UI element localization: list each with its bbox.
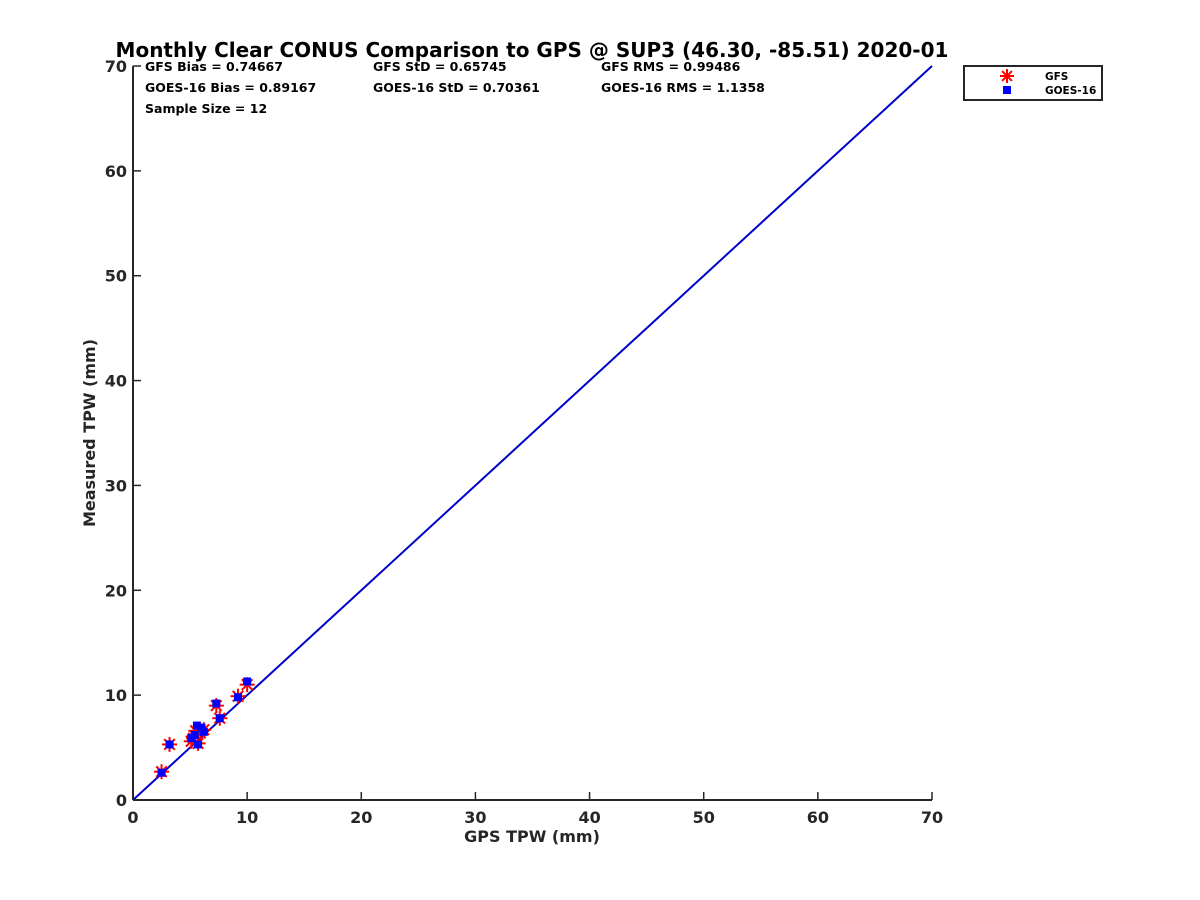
x-tick-label: 70 xyxy=(921,808,943,827)
data-points-layer xyxy=(154,677,255,780)
y-tick-label: 20 xyxy=(105,581,127,600)
goes-16-point xyxy=(197,723,206,732)
x-tick-label: 60 xyxy=(807,808,829,827)
goes-16-point xyxy=(212,699,221,708)
x-tick-label: 10 xyxy=(236,808,258,827)
legend: GFS GOES-16 xyxy=(963,65,1103,101)
y-tick-label: 0 xyxy=(116,791,127,810)
y-tick-label: 70 xyxy=(105,57,127,76)
legend-marker-goes-16 xyxy=(1003,86,1011,94)
stat-text: Sample Size = 12 xyxy=(145,101,267,116)
stat-text: GOES-16 RMS = 1.1358 xyxy=(601,80,765,95)
y-tick-label: 50 xyxy=(105,267,127,286)
stat-text: GOES-16 StD = 0.70361 xyxy=(373,80,540,95)
x-tick-label: 40 xyxy=(578,808,600,827)
goes-16-point xyxy=(243,677,252,686)
goes-16-point xyxy=(190,730,199,739)
goes-16-point xyxy=(194,740,203,749)
axes xyxy=(132,66,932,801)
stat-text: GOES-16 Bias = 0.89167 xyxy=(145,80,316,95)
reference-line-layer xyxy=(132,65,933,801)
y-tick-label: 10 xyxy=(105,686,127,705)
stat-text: GFS RMS = 0.99486 xyxy=(601,59,741,74)
y-axis-label: Measured TPW (mm) xyxy=(80,339,99,527)
x-axis-label: GPS TPW (mm) xyxy=(464,827,600,846)
stat-text: GFS Bias = 0.74667 xyxy=(145,59,283,74)
y-ticks: 0 10 20 30 40 50 60 70 xyxy=(105,57,141,810)
goes-16-point xyxy=(234,693,243,702)
legend-label-goes-16: GOES-16 xyxy=(1045,85,1096,97)
goes-16-point xyxy=(165,740,174,749)
stats-block: GFS Bias = 0.74667 GFS StD = 0.65745 GFS R… xyxy=(145,59,765,116)
goes-16-point xyxy=(215,714,224,723)
one-to-one-reference-line xyxy=(132,65,933,801)
x-ticks: 0 10 20 30 40 50 60 70 xyxy=(127,792,943,827)
goes-16-point xyxy=(192,721,201,730)
x-tick-label: 50 xyxy=(693,808,715,827)
x-tick-label: 20 xyxy=(350,808,372,827)
goes-16-point xyxy=(199,727,208,736)
legend-box xyxy=(963,65,1103,101)
y-tick-label: 40 xyxy=(105,372,127,391)
x-tick-label: 30 xyxy=(464,808,486,827)
y-tick-label: 60 xyxy=(105,162,127,181)
x-tick-label: 0 xyxy=(127,808,138,827)
legend-marker-gfs xyxy=(1000,69,1014,83)
chart-title: Monthly Clear CONUS Comparison to GPS @ … xyxy=(116,38,949,62)
legend-label-gfs: GFS xyxy=(1045,71,1068,83)
stat-text: GFS StD = 0.65745 xyxy=(373,59,507,74)
y-tick-label: 30 xyxy=(105,476,127,495)
goes-16-point xyxy=(157,768,166,777)
